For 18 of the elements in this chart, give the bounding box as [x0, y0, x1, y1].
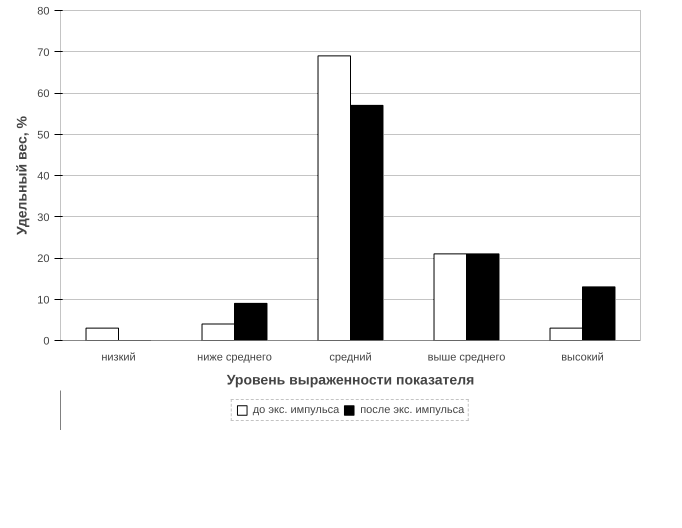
y-tick-label: 60 — [37, 88, 50, 100]
y-tick-label: 40 — [37, 170, 50, 182]
legend-label: до экс. импульса — [252, 404, 340, 416]
x-tick-label: ниже среднего — [197, 352, 272, 364]
y-tick-label: 10 — [37, 294, 50, 306]
x-tick-label: средний — [329, 352, 372, 364]
y-tick-label: 70 — [37, 46, 50, 59]
x-tick-label: высокий — [561, 352, 604, 364]
y-tick-label: 50 — [37, 129, 50, 142]
legend-label: после экс. импульса — [360, 404, 464, 416]
x-tick-label: низкий — [101, 352, 136, 364]
x-tick-label: выше среднего — [428, 352, 506, 364]
y-axis-title: Удельный вес, % — [13, 115, 30, 235]
y-tick-label: 80 — [37, 6, 50, 18]
y-tick-label: 30 — [37, 212, 50, 224]
x-axis-title: Уровень выраженности показателя — [226, 372, 474, 388]
y-tick-label: 0 — [43, 336, 50, 348]
y-tick-label: 20 — [37, 253, 50, 265]
